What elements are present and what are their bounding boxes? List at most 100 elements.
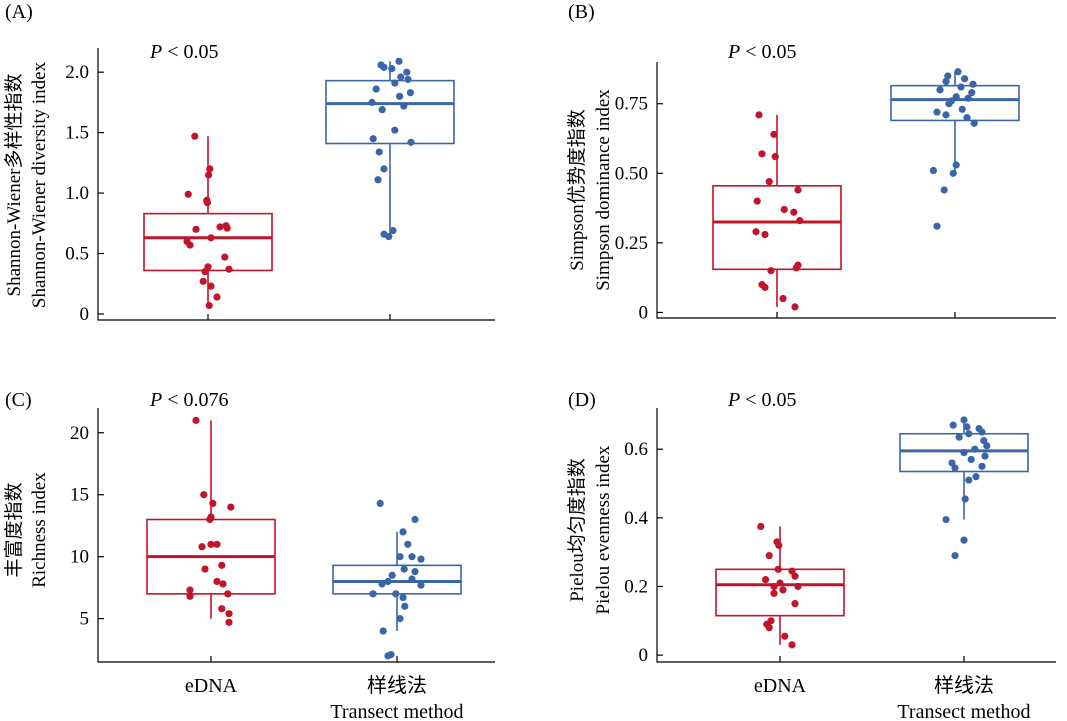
series-edna — [715, 522, 845, 649]
data-point — [791, 572, 799, 580]
data-point — [200, 491, 208, 499]
y-axis-title: Shannon-Wiener diversity index — [29, 61, 50, 308]
data-point — [186, 586, 194, 594]
data-point — [380, 165, 388, 173]
data-point — [372, 85, 380, 93]
data-point — [207, 282, 215, 290]
p-value-annotation: P < 0.076 — [149, 389, 229, 411]
data-point — [218, 605, 226, 613]
data-point — [952, 93, 960, 101]
data-point — [965, 476, 973, 484]
data-point — [960, 536, 968, 544]
data-point — [949, 169, 957, 177]
x-category-label: eDNA — [754, 675, 807, 697]
data-point — [771, 153, 779, 161]
data-point — [192, 225, 200, 233]
panel-label: (D) — [568, 389, 596, 411]
data-point — [942, 515, 950, 524]
data-point — [199, 277, 207, 285]
data-point — [762, 576, 770, 584]
axes-frame — [656, 62, 1056, 319]
data-point — [767, 267, 775, 275]
data-point — [205, 171, 213, 179]
box-iqr — [715, 568, 845, 617]
data-point — [796, 217, 804, 225]
data-point — [770, 582, 778, 591]
y-tick-label: 0.5 — [65, 244, 89, 265]
data-point — [942, 111, 950, 119]
panel-label: (C) — [5, 389, 32, 411]
data-point — [207, 540, 215, 548]
x-category-label: 样线法 — [934, 674, 994, 697]
data-point — [380, 63, 388, 71]
axes-frame — [656, 408, 1056, 663]
data-point — [206, 165, 214, 173]
p-value-annotation: P < 0.05 — [149, 41, 219, 63]
y-tick-label: 0 — [639, 302, 649, 323]
data-point — [933, 108, 941, 116]
data-point — [765, 178, 773, 186]
data-point — [770, 589, 778, 597]
data-point — [224, 590, 232, 598]
data-point — [400, 565, 408, 573]
data-point — [952, 161, 960, 169]
data-point — [758, 150, 766, 158]
data-point — [961, 75, 969, 83]
data-point — [388, 64, 396, 73]
data-point — [401, 602, 409, 610]
y-tick-label: 1.5 — [65, 123, 89, 144]
data-point — [205, 301, 213, 310]
data-point — [411, 567, 419, 576]
data-point — [781, 632, 789, 640]
data-point — [206, 515, 214, 524]
data-point — [216, 223, 224, 231]
data-point — [770, 130, 778, 138]
data-point — [967, 455, 975, 464]
data-point — [411, 515, 419, 524]
data-point — [225, 265, 233, 273]
data-point — [399, 528, 407, 536]
data-point — [376, 499, 384, 508]
data-point — [391, 126, 399, 134]
box-iqr — [325, 79, 455, 145]
data-point — [765, 551, 773, 560]
axes-frame — [97, 408, 495, 663]
data-point — [369, 135, 377, 143]
y-axis-title: Richness index — [29, 472, 50, 588]
x-category-label: eDNA — [185, 675, 238, 697]
data-point — [404, 540, 412, 548]
data-point — [404, 75, 412, 84]
data-point — [964, 94, 972, 102]
y-axis-title: Simpson优势度指数 — [566, 109, 588, 271]
data-point — [207, 234, 215, 242]
data-point — [963, 423, 971, 431]
series-transect — [890, 68, 1020, 230]
axes-frame — [97, 48, 495, 321]
y-axis-title: Pielou均匀度指数 — [566, 458, 588, 602]
p-value-annotation: P < 0.05 — [727, 41, 797, 63]
data-point — [958, 105, 966, 113]
data-point — [396, 92, 404, 100]
y-tick-label: 0.2 — [624, 576, 648, 597]
x-category-label: 样线法 — [367, 674, 427, 697]
data-point — [779, 586, 787, 594]
panel-a: 0 0.5 1.0 1.5 2.0 (A) P < 0.05 Shannon-Wiener多样… — [3, 1, 495, 325]
data-point — [378, 580, 386, 588]
data-point — [970, 119, 978, 127]
data-point — [775, 541, 783, 549]
data-point — [225, 610, 233, 618]
y-tick-label: 0 — [80, 304, 90, 325]
data-point — [403, 68, 411, 76]
data-point — [969, 80, 977, 88]
y-tick-label: 20 — [70, 423, 89, 444]
y-tick-label: 5 — [80, 609, 90, 630]
data-point — [942, 77, 950, 86]
data-point — [780, 205, 788, 214]
data-point — [225, 618, 233, 626]
data-point — [929, 166, 938, 175]
data-point — [385, 232, 393, 241]
data-point — [223, 224, 231, 232]
data-point — [186, 592, 194, 600]
data-point — [933, 222, 941, 230]
